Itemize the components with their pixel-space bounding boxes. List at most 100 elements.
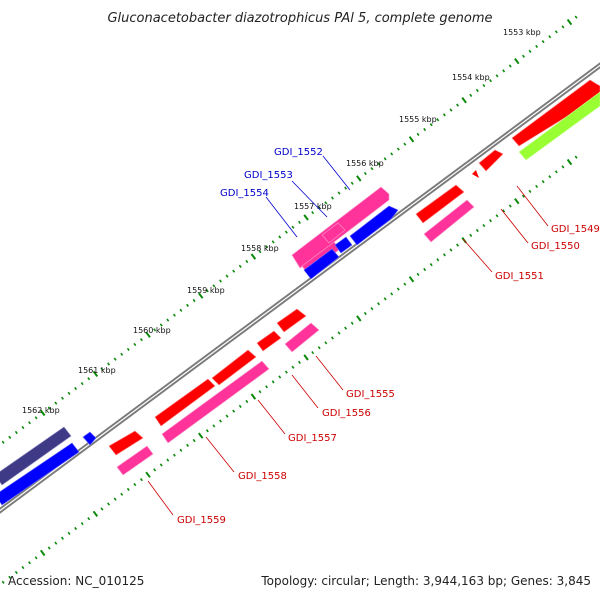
label-gdi-1558[interactable]: GDI_1558 (238, 471, 287, 482)
minor-tick (139, 338, 143, 342)
minor-tick (186, 443, 190, 447)
gene-gdi-1549-red[interactable] (511, 79, 600, 147)
minor-tick (14, 430, 18, 435)
gene-blue-1[interactable] (303, 248, 340, 280)
gene-gdi-1557[interactable] (211, 349, 257, 386)
gene-gdi-1553[interactable] (321, 222, 346, 244)
label-gdi-1551[interactable]: GDI_1551 (495, 271, 544, 282)
major-tick (39, 409, 46, 417)
label-gdi-1549[interactable]: GDI_1549 (551, 224, 600, 235)
minor-tick (396, 147, 400, 151)
gene-blue-small[interactable] (82, 431, 97, 446)
minor-tick (100, 367, 104, 371)
minor-tick (489, 219, 492, 223)
minor-tick (232, 409, 236, 413)
genome-summary-text: Topology: circular; Length: 3,944,163 bp… (260, 574, 591, 588)
minor-tick (47, 546, 51, 550)
minor-tick (87, 517, 91, 521)
minor-tick (508, 64, 512, 68)
minor-tick (67, 391, 71, 395)
minor-tick (284, 370, 288, 374)
gene-blue-2[interactable] (334, 236, 353, 254)
minor-tick (561, 165, 565, 169)
minor-tick (212, 284, 216, 288)
minor-tick (475, 228, 479, 233)
label-gdi-1555[interactable]: GDI_1555 (346, 389, 395, 400)
minor-tick (317, 206, 321, 210)
major-tick (92, 370, 99, 377)
gene-purple[interactable] (0, 426, 72, 486)
gene-gdi-1558-red[interactable] (154, 378, 216, 427)
tick-label-1555: 1555 kbp (399, 115, 437, 124)
label-gdi-1557[interactable]: GDI_1557 (288, 433, 337, 444)
label-gdi-1559[interactable]: GDI_1559 (177, 515, 226, 526)
minor-tick (508, 204, 512, 208)
minor-tick (521, 54, 525, 58)
label-gdi-1556[interactable]: GDI_1556 (322, 408, 371, 419)
minor-tick (535, 184, 539, 189)
gene-gdi-1555-red[interactable] (276, 308, 307, 333)
gene-gdi-1551-red[interactable] (415, 184, 465, 224)
minor-tick (126, 347, 130, 351)
connector-gdi-1550 (500, 208, 529, 244)
tick-label-1553: 1553 kbp (503, 28, 541, 37)
minor-tick (475, 88, 479, 93)
gene-gdi-1555-mag[interactable] (284, 322, 320, 353)
minor-tick (396, 287, 400, 291)
minor-tick (377, 302, 381, 306)
connector-gdi-1557 (257, 399, 286, 435)
minor-tick (60, 536, 64, 540)
label-gdi-1550[interactable]: GDI_1550 (531, 241, 580, 252)
minor-tick (541, 40, 545, 44)
major-tick (514, 58, 520, 65)
minor-tick (14, 570, 18, 575)
label-gdi-1552[interactable]: GDI_1552 (274, 147, 323, 158)
major-tick (145, 471, 151, 478)
minor-tick (521, 194, 525, 198)
gene-gdi-1556[interactable] (256, 330, 282, 352)
gene-gdi-1559-mag[interactable] (116, 445, 154, 476)
minor-tick (107, 362, 111, 366)
gene-red-tiny[interactable] (472, 170, 479, 178)
major-tick (461, 96, 467, 104)
minor-tick (311, 351, 315, 355)
minor-tick (423, 267, 427, 272)
minor-tick (416, 132, 420, 136)
gene-gdi-1559-red[interactable] (108, 430, 144, 456)
minor-tick (390, 292, 394, 296)
minor-tick (212, 424, 216, 428)
gene-blue-left[interactable] (0, 442, 80, 506)
tick-label-1558: 1558 kbp (241, 244, 279, 253)
minor-tick (54, 401, 58, 405)
label-gdi-1554[interactable]: GDI_1554 (220, 188, 269, 199)
tick-label-1562: 1562 kbp (22, 406, 60, 415)
minor-tick (172, 313, 176, 317)
minor-tick (21, 565, 25, 570)
minor-tick (258, 390, 262, 394)
genome-backbone (0, 62, 600, 514)
major-tick (92, 510, 99, 517)
minor-tick (442, 253, 446, 257)
minor-tick (74, 526, 78, 531)
major-tick (356, 315, 362, 322)
minor-tick (205, 429, 209, 433)
gene-blue-3[interactable] (349, 205, 399, 246)
minor-tick (390, 152, 394, 156)
major-tick (566, 158, 573, 166)
label-gdi-1553[interactable]: GDI_1553 (244, 170, 293, 181)
minor-tick (265, 245, 269, 249)
map-title: Gluconacetobacter diazotrophicus PAl 5, … (107, 11, 492, 26)
minor-tick (245, 259, 249, 264)
major-tick (514, 198, 520, 205)
minor-tick (238, 264, 242, 268)
gene-gdi-1551-mag[interactable] (423, 199, 475, 243)
minor-tick (574, 155, 578, 159)
minor-tick (554, 30, 558, 34)
gene-gdi-1558-mag[interactable] (161, 360, 270, 444)
gene-gdi-1550[interactable] (478, 149, 504, 172)
gene-gdi-1549-lime[interactable] (518, 91, 600, 161)
major-tick (250, 253, 257, 260)
minor-tick (192, 298, 196, 303)
minor-tick (47, 406, 51, 410)
